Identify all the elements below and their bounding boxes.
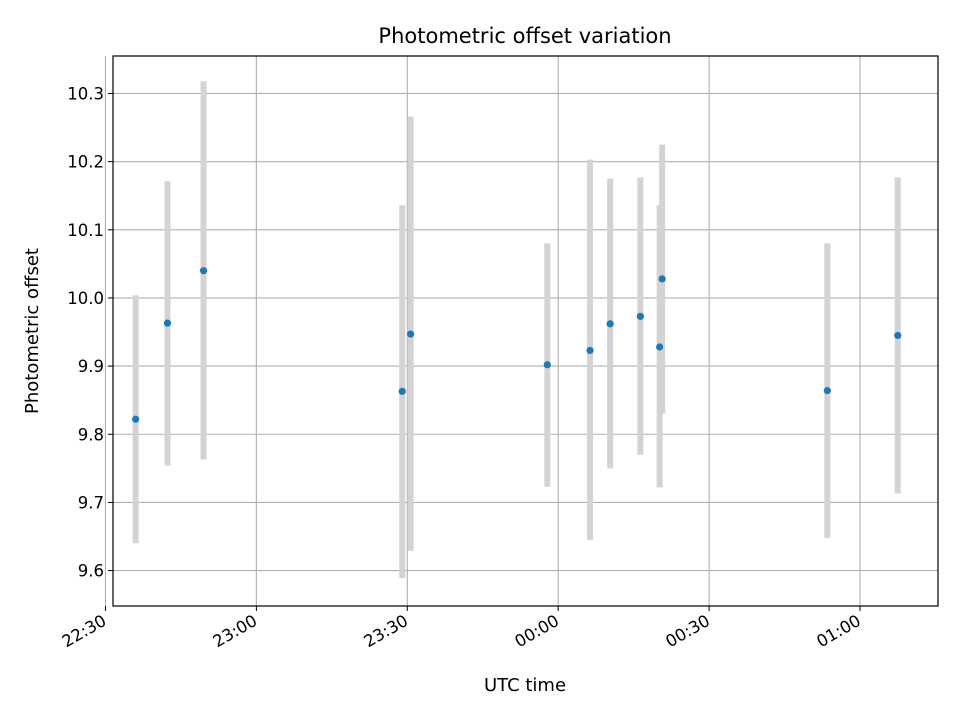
chart-title: Photometric offset variation — [378, 24, 671, 48]
y-axis-ticks: 9.6 9.7 9.8 9.9 10.0 10.1 10.2 10.3 — [67, 84, 113, 581]
plot-area-frame — [112, 55, 939, 607]
data-point — [407, 330, 415, 338]
data-point — [586, 346, 594, 355]
data-point — [199, 267, 208, 275]
y-tick-label: 10.0 — [67, 289, 104, 308]
y-tick-label: 9.7 — [78, 493, 104, 512]
data-point — [163, 319, 172, 327]
y-axis-title: Photometric offset — [22, 248, 43, 414]
data-point — [658, 275, 666, 283]
y-tick-label: 9.8 — [78, 425, 104, 444]
data-point — [398, 387, 406, 395]
data-point — [606, 320, 614, 328]
y-tick-label: 10.1 — [67, 221, 104, 240]
y-tick-label: 10.2 — [67, 153, 104, 172]
data-point — [656, 343, 664, 351]
grid — [104, 56, 938, 606]
y-tick-label: 10.3 — [67, 84, 104, 103]
data-point — [823, 387, 831, 395]
data-points — [132, 267, 902, 423]
y-tick-label: 9.6 — [78, 562, 104, 581]
y-tick-label: 9.9 — [78, 357, 104, 376]
data-point — [894, 331, 902, 340]
data-point — [543, 361, 551, 369]
data-point — [636, 312, 644, 320]
data-point — [132, 415, 140, 423]
x-axis-title: UTC time — [484, 675, 566, 696]
